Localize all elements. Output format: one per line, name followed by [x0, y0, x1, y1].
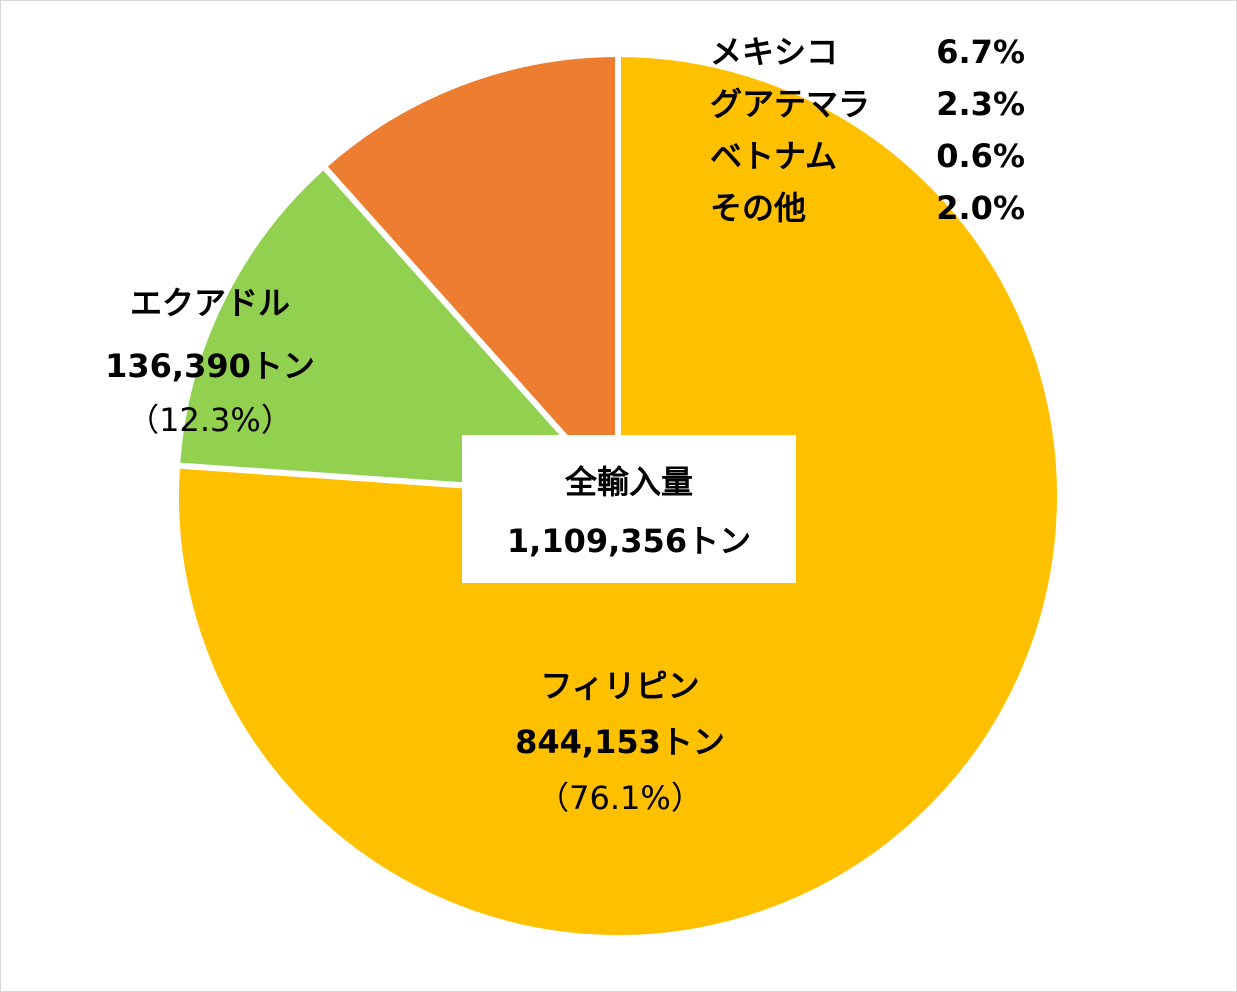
pie-slice-ecuador — [174, 163, 621, 499]
total-import-title: 全輸入量 — [564, 463, 693, 501]
others-item-percent: 0.6% — [936, 137, 1025, 175]
slice-label-ecuador-name: エクアドル — [129, 284, 290, 322]
slice-label-philippines-name: フィリピン — [540, 667, 700, 705]
others-item-percent: 6.7% — [936, 33, 1025, 71]
others-item-name: ベトナム — [710, 137, 838, 175]
slice-label-ecuador-value: 136,390トン — [105, 347, 315, 385]
total-import-value: 1,109,356トン — [506, 522, 752, 560]
others-item-name: その他 — [710, 189, 807, 227]
total-import-box: 全輸入量 1,109,356トン — [462, 435, 796, 583]
others-item-percent: 2.3% — [936, 85, 1025, 123]
others-item-name: グアテマラ — [710, 85, 871, 123]
slice-label-ecuador-percent: （12.3%） — [127, 401, 293, 439]
slice-label-philippines-percent: （76.1%） — [537, 779, 703, 817]
others-item-name: メキシコ — [710, 33, 839, 71]
slice-label-philippines-value: 844,153トン — [515, 723, 725, 761]
pie-slice-others — [320, 51, 621, 499]
others-item-percent: 2.0% — [936, 189, 1025, 227]
